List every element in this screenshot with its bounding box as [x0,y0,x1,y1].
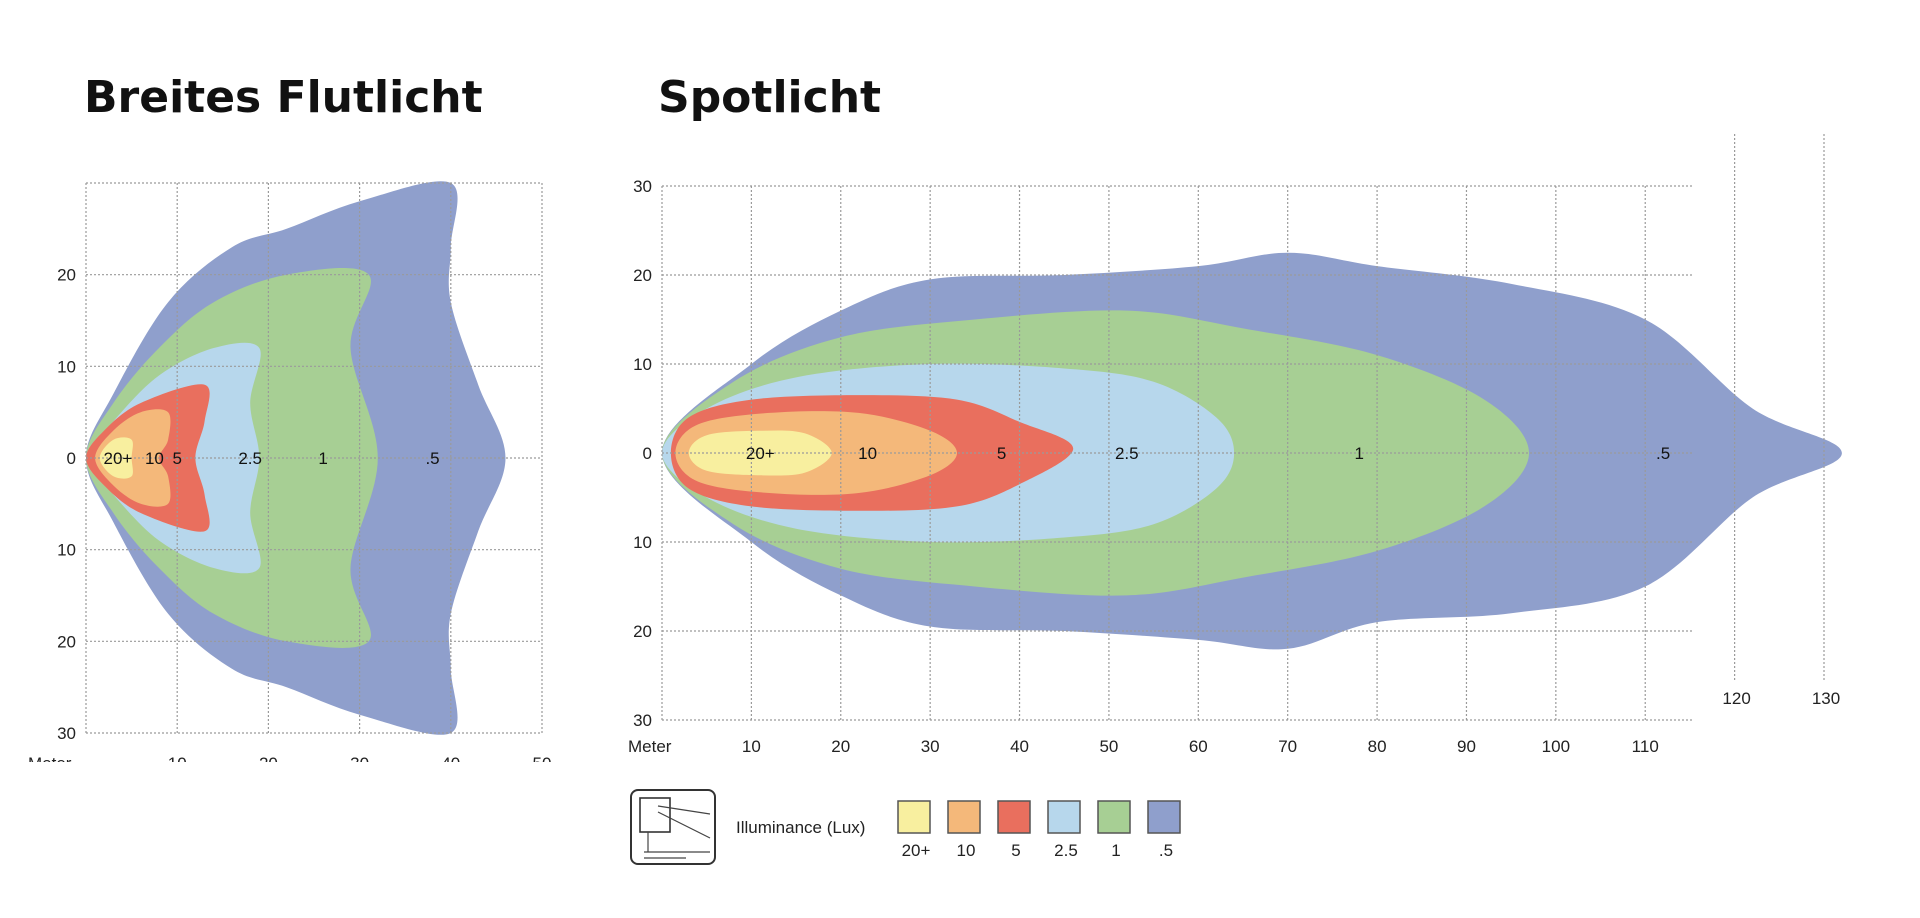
y-tick-label: 30 [633,711,652,730]
x-tick-label: 60 [1189,737,1208,756]
y-tick-label: 20 [633,266,652,285]
legend-label: 1 [1111,841,1120,860]
zone-label: 10 [858,444,877,463]
y-tick-label: 0 [643,444,652,463]
legend-swatch [947,800,981,834]
x-tick-label: 20 [259,754,278,773]
legend-swatch [897,800,931,834]
zone-label: 10 [145,449,164,468]
x-tick-label: 110 [1632,737,1659,756]
x-tick-label: 50 [1099,737,1118,756]
mounting-diagram-icon [630,789,716,865]
flood-chart-title: Breites Flutlicht [84,72,483,123]
zone-label: 2.5 [238,449,262,468]
spot-chart-title: Spotlicht [658,72,881,123]
legend-label: 2.5 [1054,841,1078,860]
legend-label: 10 [957,841,976,860]
zone-20plus [99,437,133,479]
flood-chart: .5 1 2.5 5 10 20+ 20 10 0 10 20 30 Meter 10 20 30 40 50 [28,181,552,773]
y-tick-label: 20 [57,266,76,285]
x-tick-label: 120 [1722,689,1750,708]
legend-label: 5 [1011,841,1020,860]
x-tick-label: 30 [921,737,940,756]
zone-label: 20+ [103,449,132,468]
y-tick-label: 30 [633,177,652,196]
legend-swatch [1097,800,1131,834]
zone-label: 1 [1354,444,1363,463]
x-tick-label: 10 [742,737,761,756]
y-tick-label: 10 [57,541,76,560]
zone-label: 1 [318,449,327,468]
x-tick-label: 20 [831,737,850,756]
y-tick-label: 20 [633,622,652,641]
x-tick-label: 30 [350,754,369,773]
legend-swatch [997,800,1031,834]
y-tick-label: 0 [67,449,76,468]
x-tick-label: 50 [533,754,552,773]
y-tick-label: 20 [57,632,76,651]
y-tick-label: 10 [57,357,76,376]
x-tick-label: 130 [1812,689,1840,708]
y-tick-label: 10 [633,533,652,552]
grid [85,182,543,734]
zone-10 [95,409,171,507]
zone-label: 2.5 [1115,444,1139,463]
legend-label: .5 [1159,841,1173,860]
illuminance-legend: Illuminance (Lux) 20+ 10 5 2.5 1 .5 [630,789,1181,865]
y-tick-label: 10 [633,355,652,374]
x-tick-label: 40 [441,754,460,773]
zone-label: 5 [172,449,181,468]
x-tick-label: 100 [1542,737,1570,756]
x-tick-label: 90 [1457,737,1476,756]
zone-label: .5 [1656,444,1670,463]
x-axis-label: Meter [28,754,72,773]
zone-label: .5 [425,449,439,468]
y-tick-label: 30 [57,724,76,743]
x-axis-label: Meter [628,737,672,756]
x-tick-label: 80 [1368,737,1387,756]
zone-label: 5 [997,444,1006,463]
x-tick-label: 40 [1010,737,1029,756]
legend-label: 20+ [902,841,931,860]
zone-label: 20+ [746,444,775,463]
x-tick-label: 70 [1278,737,1297,756]
zone-20plus [688,430,832,476]
x-tick-label: 10 [168,754,187,773]
legend-swatch [1047,800,1081,834]
legend-swatch [1147,800,1181,834]
legend-title: Illuminance (Lux) [736,818,865,837]
grid [661,134,1825,721]
